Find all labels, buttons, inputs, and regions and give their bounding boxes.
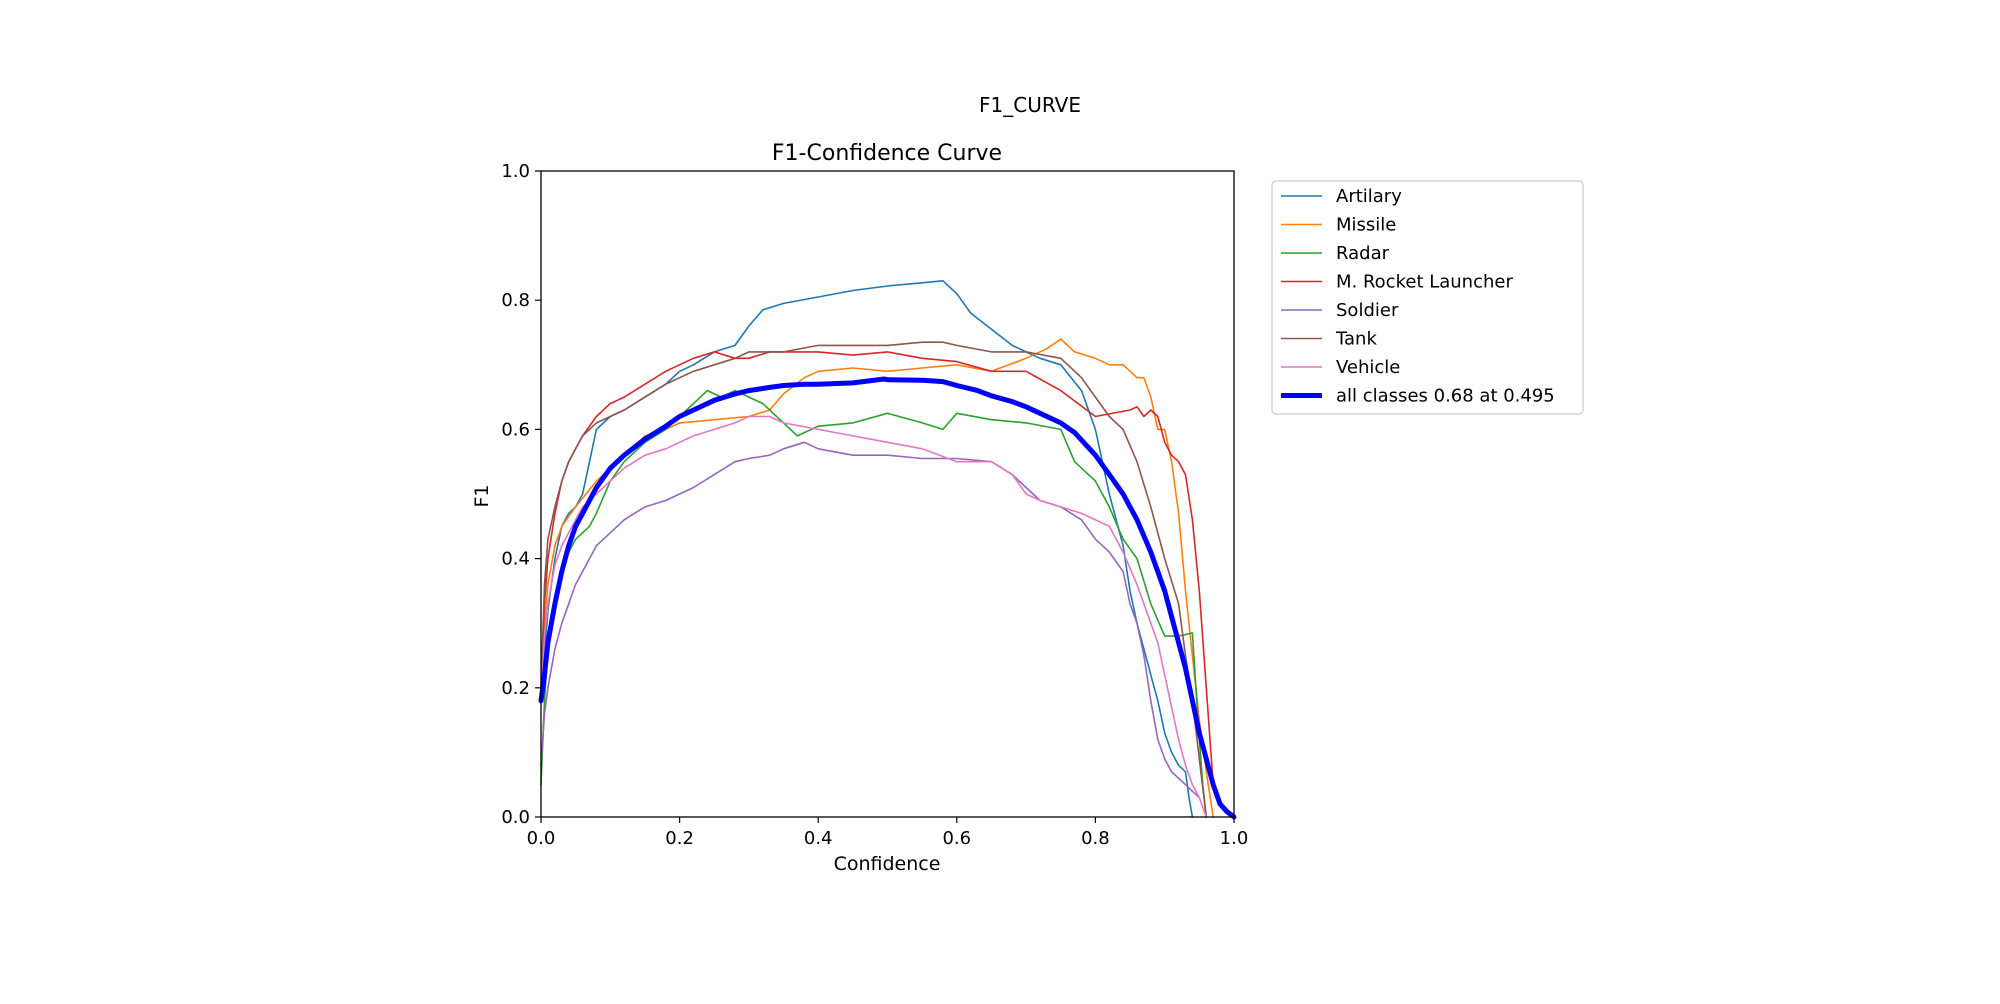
legend-label: M. Rocket Launcher	[1336, 272, 1513, 293]
y-tick-label: 1.0	[501, 161, 530, 182]
plot-frame	[540, 170, 1235, 818]
x-tick-label: 0.2	[665, 828, 694, 849]
series-line-7	[538, 376, 1237, 820]
y-tick-label: 0.2	[501, 678, 530, 699]
series-line-5	[540, 341, 1208, 818]
series-line-4	[540, 441, 1201, 799]
x-tick-label: 0.4	[804, 828, 833, 849]
x-tick-label: 0.8	[1081, 828, 1110, 849]
x-tick-label: 0.0	[527, 828, 556, 849]
series-line-0	[540, 279, 1194, 818]
series-line-1	[540, 338, 1214, 818]
y-tick-label: 0.4	[501, 549, 530, 570]
figure-suptitle: F1_CURVE	[979, 93, 1081, 117]
legend-label: Radar	[1336, 243, 1390, 264]
y-tick-label: 0.6	[501, 419, 530, 440]
legend: Artilary Missile Radar M. Rocket Launcher So…	[1271, 180, 1584, 415]
axes-layer: 0.0 0.2 0.4 0.6 0.8 1.0 0.0 0.2 0.4 0.6 0.8 1.0	[501, 161, 1248, 849]
series-line-6	[540, 415, 1208, 818]
legend-box	[1271, 180, 1584, 415]
x-tick-label: 1.0	[1220, 828, 1249, 849]
legend-label: all classes 0.68 at 0.495	[1336, 386, 1555, 407]
series-layer	[538, 279, 1237, 820]
y-tick-label: 0.8	[501, 290, 530, 311]
legend-label: Artilary	[1336, 186, 1402, 207]
legend-label: Soldier	[1336, 300, 1399, 321]
series-line-2	[540, 389, 1208, 818]
legend-label: Vehicle	[1336, 357, 1400, 378]
legend-label: Tank	[1335, 329, 1377, 350]
x-tick-label: 0.6	[942, 828, 971, 849]
chart-title: F1-Confidence Curve	[772, 141, 1002, 166]
y-tick-label: 0.0	[501, 807, 530, 828]
x-axis-label: Confidence	[834, 853, 941, 875]
legend-label: Missile	[1336, 215, 1396, 236]
y-axis-label: F1	[471, 484, 493, 507]
